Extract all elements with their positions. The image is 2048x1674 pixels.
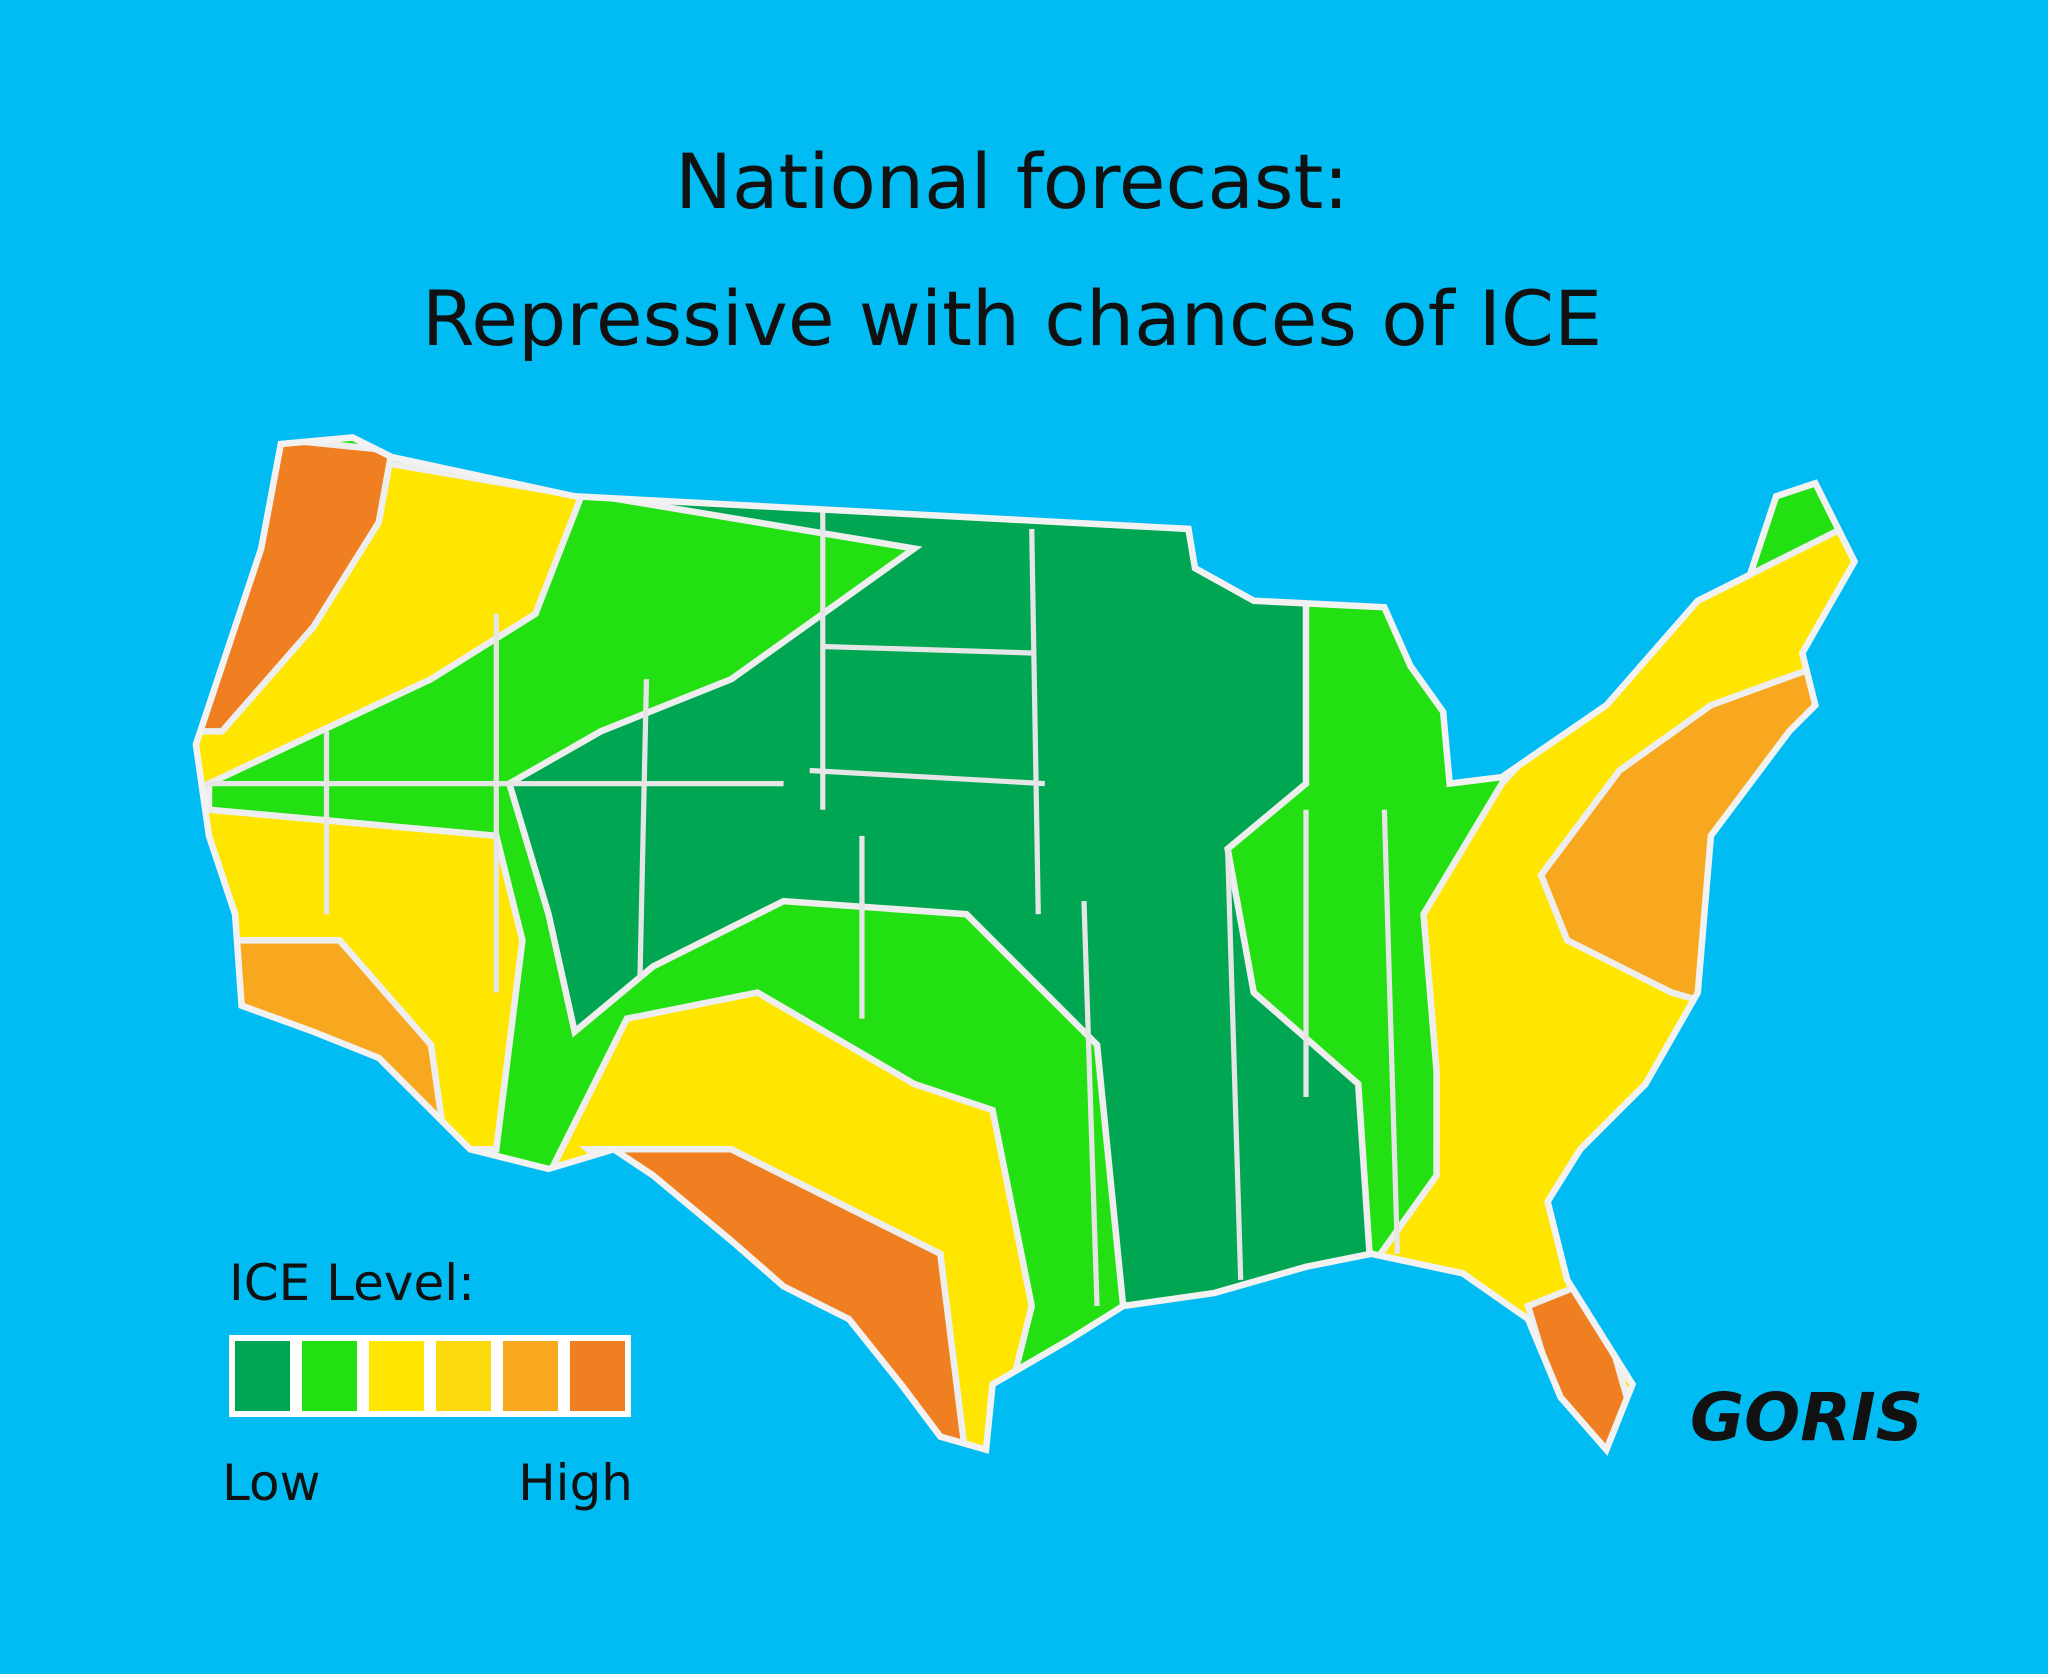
legend-swatch <box>503 1341 558 1411</box>
title-line-2: Repressive with chances of ICE <box>422 274 1602 363</box>
zone-dark-green <box>505 493 1375 1310</box>
us-outline <box>192 434 1859 1456</box>
title-line-1: National forecast: <box>675 137 1349 226</box>
legend-swatch <box>235 1341 290 1411</box>
legend-swatches <box>229 1335 631 1417</box>
legend-swatch <box>436 1341 491 1411</box>
state-lines <box>195 509 1401 1307</box>
legend-swatch <box>369 1341 424 1411</box>
legend-swatch <box>302 1341 357 1411</box>
legend-frame <box>229 1335 631 1417</box>
legend-swatch <box>570 1341 625 1411</box>
legend-title: ICE Level: <box>229 1254 475 1312</box>
signature: GORIS <box>1690 1379 1923 1456</box>
legend-low: Low <box>222 1454 320 1512</box>
legend-high: High <box>518 1454 633 1512</box>
